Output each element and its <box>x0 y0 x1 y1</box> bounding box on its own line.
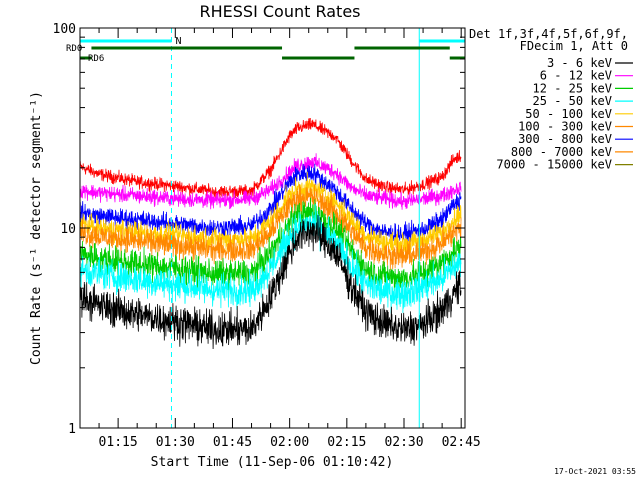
axes: 1 10 100 01:15 01:30 01:45 02:00 02:15 02:30 02:4… <box>53 22 481 450</box>
state-label-rd0: RD0 <box>66 44 82 54</box>
legend-entry-label: 100 - 300 keV <box>518 120 612 134</box>
legend-entry-label: 3 - 6 keV <box>547 56 612 70</box>
legend-entry-label: 800 - 7000 keV <box>511 145 612 159</box>
chart-title: RHESSI Count Rates <box>200 2 361 21</box>
x-tick-label: 01:30 <box>156 435 195 450</box>
plot-area: N RD0 RD6 <box>66 28 466 428</box>
x-tick-label: 02:15 <box>327 435 366 450</box>
legend-entry-label: 50 - 100 keV <box>525 107 612 121</box>
y-tick-label: 10 <box>60 222 76 237</box>
legend-entry-label: 6 - 12 keV <box>540 69 612 83</box>
series-line <box>79 153 462 210</box>
series-line <box>79 184 462 271</box>
footer-timestamp: 17-Oct-2021 03:55 <box>554 467 636 476</box>
x-tick-label: 01:15 <box>99 435 138 450</box>
series-line <box>79 214 462 350</box>
legend-header: Det 1f,3f,4f,5f,6f,9f, <box>469 27 628 41</box>
x-tick-label: 02:30 <box>384 435 423 450</box>
legend-entry-label: 25 - 50 keV <box>533 94 612 108</box>
x-tick-label: 02:45 <box>442 435 481 450</box>
legend-header: FDecim 1, Att 0 <box>520 39 628 53</box>
legend-entry-label: 300 - 800 keV <box>518 132 612 146</box>
legend-entry-label: 7000 - 15000 keV <box>496 158 612 172</box>
state-label-n: N <box>175 36 181 47</box>
x-tick-label: 02:00 <box>270 435 309 450</box>
y-axis-label: Count Rate (s⁻¹ detector segment⁻¹) <box>29 91 44 365</box>
state-label-rd6: RD6 <box>88 54 104 64</box>
x-tick-label: 01:45 <box>213 435 252 450</box>
series-line <box>79 171 462 258</box>
series-line <box>79 117 462 200</box>
y-tick-label: 100 <box>53 22 76 37</box>
x-axis-label: Start Time (11-Sep-06 01:10:42) <box>151 455 394 470</box>
legend: Det 1f,3f,4f,5f,6f,9f,FDecim 1, Att 0 3 -… <box>469 27 633 172</box>
series-line <box>79 203 462 314</box>
legend-entry-label: 12 - 25 keV <box>533 81 612 95</box>
y-tick-label: 1 <box>68 422 76 437</box>
